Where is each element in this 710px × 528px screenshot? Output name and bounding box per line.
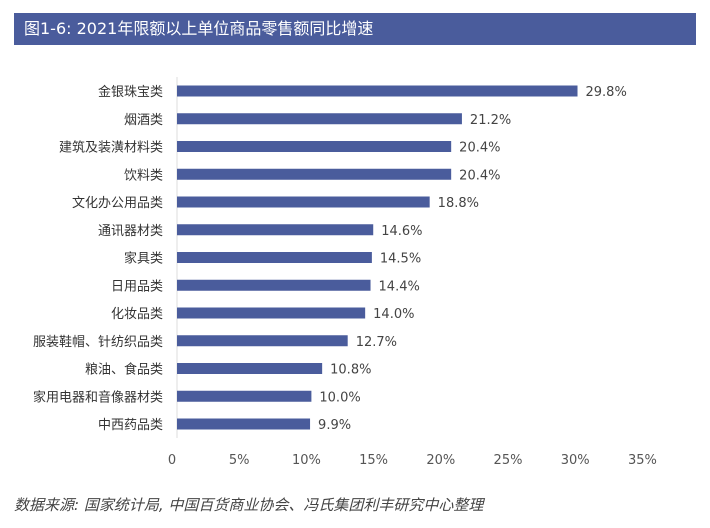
data-label: 14.6% (381, 224, 422, 239)
data-label: 9.9% (318, 418, 351, 433)
data-label: 14.4% (379, 279, 420, 294)
x-tick-label: 5% (229, 453, 250, 468)
data-label: 20.4% (459, 141, 500, 156)
category-label: 粮油、食品类 (85, 362, 163, 378)
x-tick-label: 15% (359, 453, 388, 468)
bar (177, 418, 311, 430)
bar (177, 85, 578, 97)
category-label: 饮料类 (124, 168, 163, 183)
category-label: 文化办公用品类 (72, 196, 163, 211)
x-tick-label: 20% (426, 453, 455, 468)
data-label: 10.0% (319, 390, 360, 405)
data-label: 18.8% (438, 196, 479, 211)
bar (177, 252, 372, 263)
x-tick-label: 25% (494, 453, 523, 468)
category-label: 金银珠宝类 (98, 84, 163, 100)
bar (177, 224, 374, 236)
bar-chart: 金银珠宝类 29.8% 烟酒类 21.2% 建筑及装潢材料类 20.4% 饮料类 20.4% 文… (33, 77, 657, 468)
data-label: 29.8% (586, 85, 627, 100)
x-tick-label: 30% (561, 453, 590, 468)
x-tick-label: 35% (628, 453, 657, 468)
bar (177, 168, 452, 180)
data-label: 21.2% (470, 113, 511, 128)
data-label: 14.0% (373, 307, 414, 322)
source-note: 数据来源: 国家统计局, 中国百货商业协会、冯氏集团利丰研究中心整理 (14, 496, 484, 514)
x-tick-label: 0 (168, 453, 176, 468)
category-label: 建筑及装潢材料类 (59, 140, 163, 156)
category-label: 家用电器和音像器材类 (33, 389, 163, 405)
x-tick-label: 10% (292, 453, 321, 468)
bar (177, 113, 462, 125)
bar (177, 390, 312, 402)
category-label: 通讯器材类 (98, 224, 163, 239)
bar (177, 196, 430, 208)
category-label: 服装鞋帽、针纺织品类 (33, 334, 163, 350)
category-label: 日用品类 (111, 279, 163, 294)
bar (177, 141, 452, 152)
bar (177, 335, 348, 347)
category-label: 烟酒类 (124, 113, 163, 128)
data-label: 20.4% (459, 168, 500, 183)
bar (177, 307, 366, 319)
data-label: 12.7% (356, 335, 397, 350)
data-label: 10.8% (330, 363, 371, 378)
category-label: 家具类 (124, 251, 163, 267)
category-label: 中西药品类 (98, 418, 163, 433)
category-label: 化妆品类 (111, 307, 163, 322)
data-label: 14.5% (380, 252, 421, 267)
chart-title: 图1-6: 2021年限额以上单位商品零售额同比增速 (14, 13, 696, 45)
bar (177, 279, 371, 291)
bar (177, 363, 323, 374)
